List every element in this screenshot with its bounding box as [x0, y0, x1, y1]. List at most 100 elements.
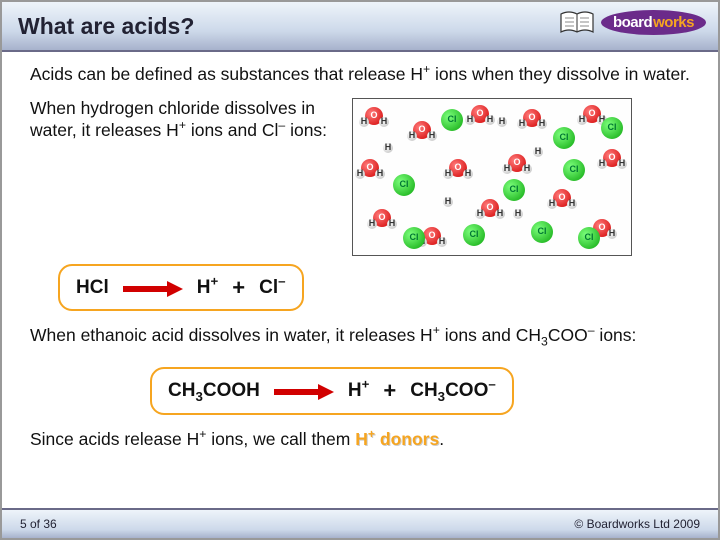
- hydrogen-atom: H: [537, 119, 547, 129]
- chloride-ion: Cl: [578, 227, 600, 249]
- chloride-ion: Cl: [553, 127, 575, 149]
- p3-c: COO: [548, 325, 588, 345]
- eq2-rhs2-sup: –: [488, 377, 495, 392]
- accent-phrase: H+ donors: [355, 429, 439, 449]
- eq2-rhs2-b: COO: [445, 380, 488, 401]
- header-right: boardworks: [559, 8, 706, 36]
- eq1-plus: +: [232, 274, 245, 302]
- hydrogen-ion: H: [383, 143, 393, 153]
- logo-text-2: works: [653, 14, 694, 31]
- paragraph-1: Acids can be defined as substances that …: [30, 64, 696, 86]
- hydrogen-atom: H: [607, 229, 617, 239]
- hydrogen-atom: H: [567, 199, 577, 209]
- p4-accent-b: donors: [375, 429, 439, 449]
- chloride-ion: Cl: [563, 159, 585, 181]
- eq2-lhs-b: COOH: [203, 380, 260, 401]
- hydrogen-atom: H: [517, 119, 527, 129]
- p2-c: ions:: [285, 120, 327, 140]
- hydrogen-atom: H: [407, 131, 417, 141]
- hydrogen-ion: H: [443, 197, 453, 207]
- slide-title: What are acids?: [18, 13, 194, 40]
- chloride-ion: Cl: [403, 227, 425, 249]
- eq1-rhs2-base: Cl: [259, 277, 278, 298]
- hydrogen-atom: H: [443, 169, 453, 179]
- p3-b: ions and CH: [440, 325, 541, 345]
- eq1-rhs2-sup: –: [278, 273, 285, 288]
- chloride-ion: Cl: [463, 224, 485, 246]
- hydrogen-atom: H: [577, 115, 587, 125]
- p1-b: ions when they dissolve in water.: [430, 64, 690, 84]
- p2-b: ions and Cl: [186, 120, 278, 140]
- copyright-text: © Boardworks Ltd 2009: [574, 517, 700, 531]
- p4-b: ions, we call them: [206, 429, 355, 449]
- content-area: Acids can be defined as substances that …: [2, 52, 718, 451]
- logo-oval: boardworks: [601, 10, 706, 35]
- arrow-icon: [123, 281, 183, 295]
- eq2-rhs1-base: H: [348, 380, 362, 401]
- arrow-icon: [274, 384, 334, 398]
- p2-sup1: +: [179, 118, 186, 132]
- hydrogen-atom: H: [387, 219, 397, 229]
- p4-accent-sup: +: [368, 427, 375, 441]
- hydrogen-atom: H: [367, 219, 377, 229]
- p3-sub: 3: [541, 335, 548, 349]
- hydrogen-atom: H: [375, 169, 385, 179]
- eq2-lhs-sub: 3: [195, 389, 202, 404]
- chloride-ion: Cl: [601, 117, 623, 139]
- page-counter: 5 of 36: [20, 517, 57, 531]
- boardworks-logo: boardworks: [601, 10, 706, 35]
- eq2-lhs: CH3COOH: [168, 379, 260, 403]
- p1-a: Acids can be defined as substances that …: [30, 64, 423, 84]
- chloride-ion: Cl: [393, 174, 415, 196]
- hydrogen-atom: H: [547, 199, 557, 209]
- equation-2-box: CH3COOH H+ + CH3COO–: [150, 367, 514, 415]
- hydrogen-atom: H: [502, 164, 512, 174]
- eq2-rhs1-sup: +: [362, 377, 370, 392]
- hydrogen-atom: H: [465, 115, 475, 125]
- hydrogen-atom: H: [522, 164, 532, 174]
- hydrogen-ion: H: [513, 209, 523, 219]
- p3-sup1: +: [433, 324, 440, 338]
- paragraph-2: When hydrogen chloride dissolves in wate…: [30, 98, 340, 142]
- paragraph-4: Since acids release H + ions, we call the…: [30, 429, 696, 451]
- chloride-ion: Cl: [531, 221, 553, 243]
- chloride-ion: Cl: [503, 179, 525, 201]
- hydrogen-atom: H: [617, 159, 627, 169]
- hydrogen-ion: H: [497, 117, 507, 127]
- p3-d: ions:: [595, 325, 637, 345]
- hydrogen-atom: H: [475, 209, 485, 219]
- hydrogen-atom: H: [355, 169, 365, 179]
- eq2-rhs1: H+: [348, 379, 370, 403]
- p3-sup2: –: [588, 324, 595, 338]
- header-bar: What are acids? boardworks: [2, 2, 718, 52]
- p4-a: Since acids release H: [30, 429, 199, 449]
- hydrogen-atom: H: [485, 115, 495, 125]
- paragraph-3: When ethanoic acid dissolves in water, i…: [30, 325, 696, 347]
- left-col: When hydrogen chloride dissolves in wate…: [30, 98, 340, 154]
- eq2-lhs-a: CH: [168, 380, 195, 401]
- molecule-diagram: OHHOHHOHHOHHOHHOHHOHHOHHOHHOHHOHHOHHOHHO…: [352, 98, 632, 256]
- hydrogen-atom: H: [359, 117, 369, 127]
- eq1-rhs1-base: H: [197, 277, 211, 298]
- hydrogen-atom: H: [427, 131, 437, 141]
- eq1-rhs1-sup: +: [210, 273, 218, 288]
- eq2-rhs2-a: CH: [410, 380, 437, 401]
- hydrogen-atom: H: [437, 237, 447, 247]
- chloride-ion: Cl: [441, 109, 463, 131]
- slide-frame: What are acids? boardworks Acids can be …: [0, 0, 720, 540]
- book-icon: [559, 8, 595, 36]
- eq1-lhs: HCl: [76, 276, 109, 300]
- p4-accent-a: H: [355, 429, 368, 449]
- hydrogen-atom: H: [463, 169, 473, 179]
- hydrogen-atom: H: [379, 117, 389, 127]
- hydrogen-ion: H: [533, 147, 543, 157]
- p4-end: .: [439, 429, 444, 449]
- equation-1-box: HCl H+ + Cl–: [58, 264, 304, 312]
- eq1-rhs1: H+: [197, 276, 219, 300]
- row-split: When hydrogen chloride dissolves in wate…: [30, 98, 696, 256]
- hydrogen-atom: H: [495, 209, 505, 219]
- footer-bar: 5 of 36 © Boardworks Ltd 2009: [2, 508, 718, 538]
- eq2-rhs2: CH3COO–: [410, 379, 496, 403]
- logo-text-1: board: [613, 14, 652, 31]
- eq2-rhs2-sub: 3: [438, 389, 445, 404]
